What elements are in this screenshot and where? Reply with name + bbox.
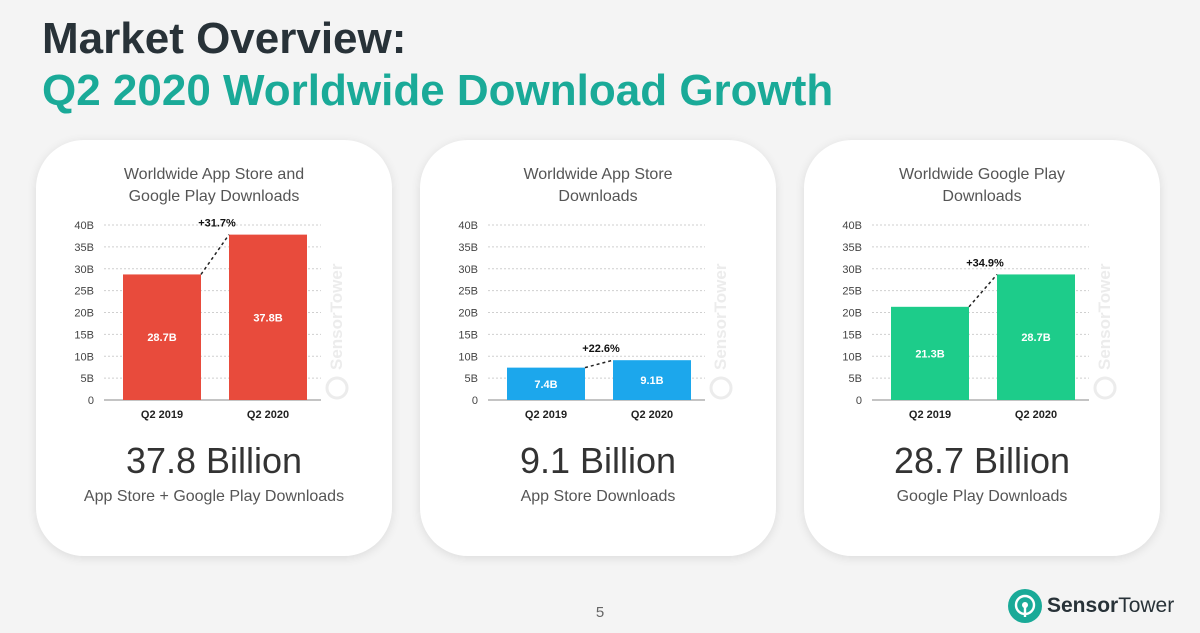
big-value: 9.1 Billion <box>519 440 677 481</box>
y-tick-label: 40B <box>842 220 862 232</box>
y-tick-label: 0 <box>856 395 862 407</box>
bar-value-label: 7.4B <box>534 379 557 391</box>
y-tick-label: 25B <box>74 286 94 298</box>
bar-value-label: 21.3B <box>915 348 944 360</box>
y-tick-label: 35B <box>458 242 478 254</box>
page-title: Market Overview: <box>42 14 407 63</box>
bar-value-label: 37.8B <box>253 312 282 324</box>
chart-title-line2: Downloads <box>942 188 1022 205</box>
y-tick-label: 35B <box>74 242 94 254</box>
y-tick-label: 0 <box>472 395 478 407</box>
y-tick-label: 5B <box>849 373 862 385</box>
brand-logo-group: Sensor Tower <box>1008 588 1174 624</box>
growth-connector <box>968 273 998 308</box>
watermark-logo-icon <box>709 376 733 400</box>
growth-label: +22.6% <box>582 343 620 355</box>
chart-title: Worldwide App Store Downloads <box>460 164 736 208</box>
chart-card-google-play: 0 5B 10B 15B 20B 25B 30B 35B 40B 21.3B Q2 2019 28.7… <box>804 140 1160 556</box>
big-value: 37.8 Billion <box>125 440 303 481</box>
growth-connector <box>584 359 614 369</box>
bar-value-label: 28.7B <box>147 332 176 344</box>
watermark-logo-icon <box>325 376 349 400</box>
growth-label: +31.7% <box>198 218 236 230</box>
y-tick-label: 15B <box>74 329 94 341</box>
y-tick-label: 10B <box>842 351 862 363</box>
watermark-logo-icon <box>1093 376 1117 400</box>
bar-q2-2020 <box>997 274 1075 400</box>
y-tick-label: 40B <box>458 220 478 232</box>
chart-title-line2: Google Play Downloads <box>128 188 300 205</box>
big-value: 28.7 Billion <box>893 440 1071 481</box>
bar-q2-2020 <box>229 234 307 400</box>
watermark-text: SensorTower <box>327 263 346 370</box>
y-tick-label: 5B <box>81 373 94 385</box>
chart-google-play: 0 5B 10B 15B 20B 25B 30B 35B 40B 21.3B Q2 2019 28.7… <box>842 220 1117 421</box>
chart-card-app-store: 0 5B 10B 15B 20B 25B 30B 35B 40B 7.4B Q2 2019 9.1B Q… <box>420 140 776 556</box>
x-category-label: Q2 2019 <box>141 409 183 421</box>
y-tick-label: 35B <box>842 242 862 254</box>
bar-value-label: 9.1B <box>640 375 663 387</box>
chart-card-combined: 0 5B 10B 15B 20B 25B 30B 35B 40B 28.7B Q2 2019 37.8… <box>36 140 392 556</box>
bar-value-label: 28.7B <box>1021 332 1050 344</box>
brand-name-tower: Tower <box>1118 594 1175 617</box>
chart-title-line1: Worldwide App Store and <box>123 166 305 183</box>
bar-q2-2019 <box>123 274 201 400</box>
chart-combined: 0 5B 10B 15B 20B 25B 30B 35B 40B 28.7B Q2 2019 37.8… <box>74 218 349 421</box>
page-subtitle: Q2 2020 Worldwide Download Growth <box>42 66 834 115</box>
chart-title-line2: Downloads <box>558 188 638 205</box>
chart-title-line1: Worldwide Google Play <box>898 166 1065 183</box>
chart-title-line1: Worldwide App Store <box>523 166 673 183</box>
x-category-label: Q2 2020 <box>1015 409 1057 421</box>
watermark-text: SensorTower <box>1095 263 1114 370</box>
page-number: 5 <box>595 604 605 621</box>
y-tick-label: 30B <box>74 264 94 276</box>
growth-connector <box>200 234 230 275</box>
y-tick-label: 0 <box>88 395 94 407</box>
bar-q2-2020 <box>613 360 691 400</box>
y-tick-label: 30B <box>458 264 478 276</box>
big-caption: App Store Downloads <box>520 488 676 505</box>
x-category-label: Q2 2019 <box>525 409 567 421</box>
x-category-label: Q2 2020 <box>247 409 289 421</box>
y-tick-label: 40B <box>74 220 94 232</box>
y-tick-label: 15B <box>842 329 862 341</box>
brand-name-sensor: Sensor <box>1047 594 1119 617</box>
bar-q2-2019 <box>507 367 585 400</box>
y-tick-label: 10B <box>74 351 94 363</box>
y-tick-label: 25B <box>842 286 862 298</box>
y-tick-label: 10B <box>458 351 478 363</box>
big-caption: Google Play Downloads <box>896 488 1068 505</box>
y-tick-label: 20B <box>458 308 478 320</box>
chart-app-store: 0 5B 10B 15B 20B 25B 30B 35B 40B 7.4B Q2 2019 9.1B Q… <box>458 220 733 421</box>
watermark-text: SensorTower <box>711 263 730 370</box>
bar-q2-2019 <box>891 306 969 400</box>
y-tick-label: 5B <box>465 373 478 385</box>
x-category-label: Q2 2020 <box>631 409 673 421</box>
sensor-tower-logo-icon <box>1008 589 1042 623</box>
chart-title: Worldwide App Store and Google Play Down… <box>76 164 352 208</box>
y-tick-label: 25B <box>458 286 478 298</box>
big-caption: App Store + Google Play Downloads <box>83 488 345 505</box>
y-tick-label: 15B <box>458 329 478 341</box>
y-tick-label: 20B <box>74 308 94 320</box>
growth-label: +34.9% <box>966 257 1004 269</box>
y-tick-label: 20B <box>842 308 862 320</box>
chart-title: Worldwide Google Play Downloads <box>844 164 1120 208</box>
y-tick-label: 30B <box>842 264 862 276</box>
x-category-label: Q2 2019 <box>909 409 951 421</box>
